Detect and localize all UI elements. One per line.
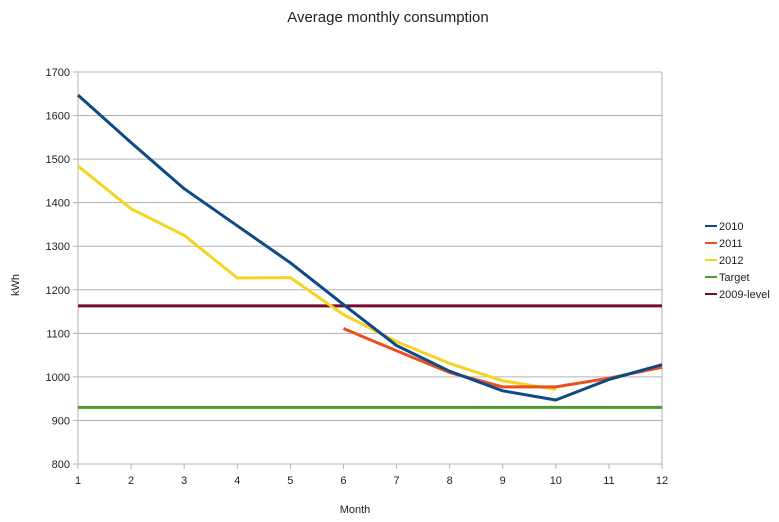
- x-tick-label: 4: [234, 475, 240, 487]
- x-tick-label: 12: [656, 475, 668, 487]
- y-tick-label: 1000: [46, 372, 70, 384]
- x-axis-label: Month: [340, 504, 371, 516]
- x-axis-ticks: 1 2 3 4 5 6 7 8 9 10 11 12: [75, 464, 668, 487]
- y-tick-label: 1400: [46, 198, 70, 210]
- y-tick-label: 1700: [46, 67, 70, 79]
- y-tick-label: 1200: [46, 285, 70, 297]
- x-tick-label: 7: [393, 475, 399, 487]
- series-line-2012: [77, 164, 557, 391]
- legend-label: 2010: [719, 221, 743, 233]
- x-tick-label: 5: [287, 475, 293, 487]
- y-tick-label: 1500: [46, 154, 70, 166]
- y-tick-label: 1600: [46, 111, 70, 123]
- grid: [77, 71, 663, 465]
- legend-label: Target: [719, 272, 750, 284]
- legend: 2010 2011 2012 Target 2009-level: [705, 221, 770, 301]
- x-tick-label: 9: [500, 475, 506, 487]
- x-tick-label: 8: [447, 475, 453, 487]
- legend-label: 2009-level: [719, 289, 770, 301]
- legend-label: 2012: [719, 255, 743, 267]
- y-axis-label: kWh: [10, 274, 22, 296]
- series-line-2010: [76, 93, 663, 402]
- x-tick-label: 10: [550, 475, 562, 487]
- y-tick-label: 1300: [46, 241, 70, 253]
- legend-label: 2011: [719, 238, 743, 250]
- x-tick-label: 2: [128, 475, 134, 487]
- y-tick-label: 900: [52, 415, 70, 427]
- chart-title: Average monthly consumption: [287, 9, 489, 26]
- y-axis-ticks: 800 900 1000 1100 1200 1300 1400 1500 1600 1700: [46, 67, 78, 471]
- y-tick-label: 800: [52, 459, 70, 471]
- x-tick-label: 3: [181, 475, 187, 487]
- x-tick-label: 11: [603, 475, 614, 487]
- y-tick-label: 1100: [46, 328, 70, 340]
- series-lines: [76, 93, 663, 409]
- x-tick-label: 6: [340, 475, 346, 487]
- x-tick-label: 1: [75, 475, 81, 487]
